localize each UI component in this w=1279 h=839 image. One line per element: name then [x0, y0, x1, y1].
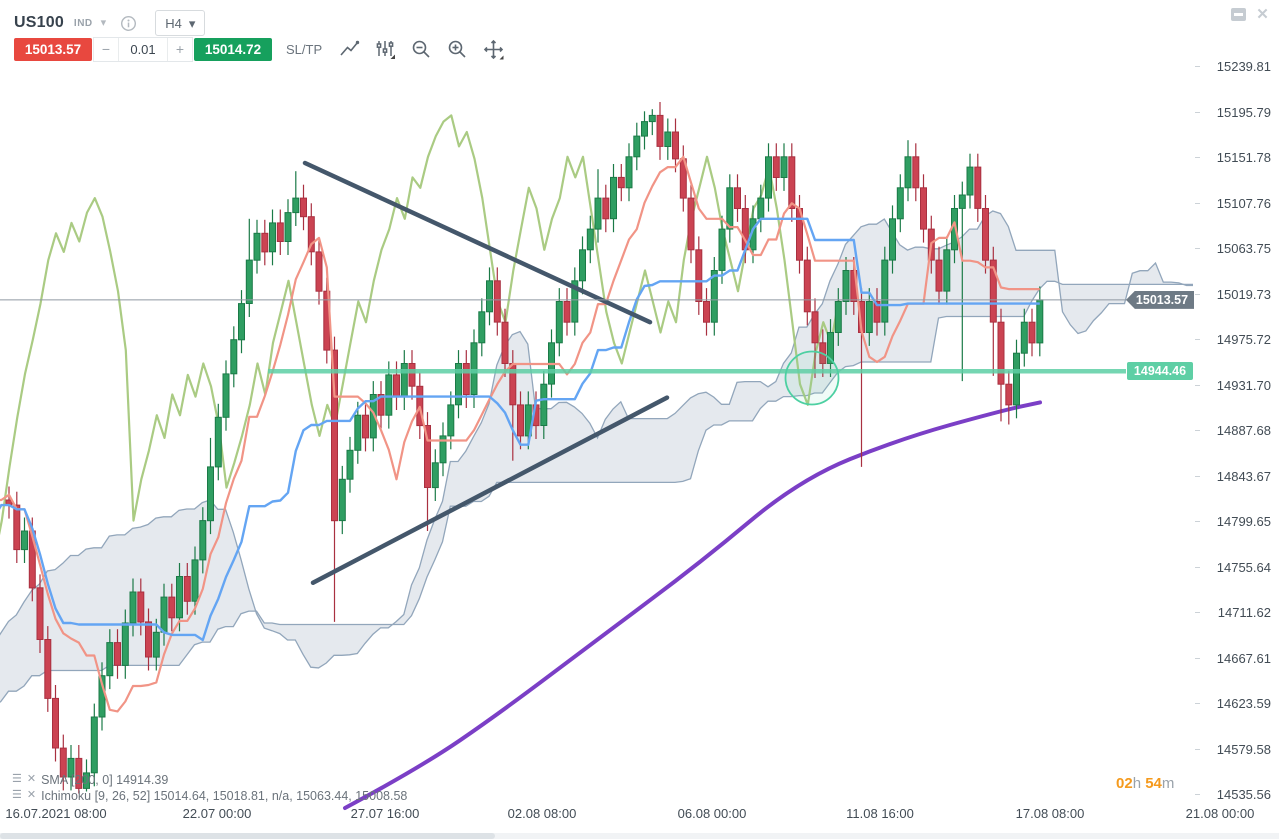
price-axis-tick [1195, 430, 1200, 431]
time-axis-label[interactable]: 11.08 16:00 [846, 806, 914, 821]
legend-row: ☰ ✕ Ichimoku [9, 26, 52] 15014.64, 15018.8… [12, 788, 407, 803]
horizontal-scrollbar-track [0, 833, 1279, 839]
minimize-icon[interactable] [1230, 7, 1247, 22]
senkou-a-line [0, 210, 1193, 669]
timeframe-selector[interactable]: H4 ▾ [155, 10, 206, 36]
price-axis-tick [1195, 111, 1200, 113]
price-axis-label[interactable]: 14755.64 [1216, 559, 1271, 575]
price-axis-tick [1195, 566, 1200, 568]
chikou-line [0, 114, 840, 536]
highlight-circle [784, 350, 840, 406]
sell-button[interactable]: 15013.57 [14, 38, 92, 61]
price-axis-label[interactable]: 14711.62 [1217, 605, 1271, 620]
price-axis-label[interactable]: 14623.59 [1216, 696, 1271, 711]
symbol-name: US100 [14, 14, 64, 31]
trend-line-1 [302, 160, 653, 325]
price-axis-tick [1195, 339, 1200, 340]
price-axis-tick [1195, 384, 1200, 386]
ichimoku-cloud [0, 211, 1193, 703]
price-axis-label[interactable]: 14931.70 [1216, 377, 1271, 393]
timeframe-value: H4 [165, 15, 182, 31]
candle-countdown-timer: 02h 54m [1116, 775, 1174, 792]
price-axis-label[interactable]: 15063.75 [1216, 241, 1271, 256]
price-axis-tick [1195, 612, 1200, 613]
price-axis-tick [1195, 794, 1200, 795]
time-axis-label[interactable]: 21.08 00:00 [1185, 806, 1255, 821]
trade-bar: 15013.57 − 0.01 + 15014.72 SL/TP [14, 37, 504, 62]
instrument-type-label: IND [73, 17, 93, 29]
symbol-chevron-down-icon[interactable]: ▾ [100, 16, 107, 29]
price-axis-label[interactable]: 15107.76 [1216, 195, 1271, 211]
price-axis-label[interactable]: 15239.81 [1216, 59, 1271, 74]
price-axis-tick [1195, 248, 1200, 249]
indicator-remove-icon[interactable]: ✕ [26, 789, 37, 801]
time-axis-label[interactable]: 17.08 08:00 [1015, 806, 1085, 821]
timer-minutes: 54 [1145, 775, 1162, 792]
price-axis-label[interactable]: 14579.58 [1216, 741, 1271, 757]
chart-header: US100 IND ▾ H4 ▾ [14, 10, 206, 36]
time-axis-label[interactable]: 27.07 16:00 [350, 806, 420, 821]
trend-line-2 [310, 395, 670, 585]
close-icon[interactable]: ✕ [1256, 6, 1269, 23]
volume-stepper: − 0.01 + [93, 37, 193, 62]
indicator-settings-icon[interactable]: ☰ [12, 773, 22, 785]
price-axis-label[interactable]: 14667.61 [1216, 650, 1271, 666]
trend-line-icon[interactable] [338, 39, 360, 61]
chart-toolbar [338, 39, 504, 61]
price-axis-label[interactable]: 15195.79 [1216, 104, 1271, 120]
indicator-settings-icon[interactable]: ☰ [12, 789, 22, 801]
candles-layer [5, 102, 1044, 794]
time-axis-label[interactable]: 22.07 00:00 [182, 806, 252, 821]
volume-decrease-button[interactable]: − [93, 38, 119, 61]
alert-price-tag[interactable]: 14944.46 [1127, 362, 1193, 381]
price-axis-label[interactable]: 15151.78 [1216, 150, 1271, 165]
price-axis-tick [1195, 703, 1200, 704]
tenkan-line [0, 155, 1040, 713]
indicators-icon[interactable] [374, 39, 396, 61]
timeframe-chevron-down-icon: ▾ [188, 15, 196, 31]
price-axis-tick [1195, 157, 1200, 158]
timer-hours-unit: h [1132, 775, 1142, 792]
sltp-button[interactable]: SL/TP [286, 42, 323, 57]
indicator-legend-text: SMA [200, 0] 14914.39 [41, 772, 169, 787]
price-axis-label[interactable]: 15019.73 [1216, 286, 1271, 302]
legend-row: ☰ ✕ SMA [200, 0] 14914.39 [12, 772, 407, 787]
time-axis-label[interactable]: 16.07.2021 08:00 [5, 806, 107, 821]
window-controls: ✕ [1230, 7, 1271, 22]
sma200-line [343, 400, 1042, 810]
indicator-legend-text: Ichimoku [9, 26, 52] 15014.64, 15018.81,… [41, 788, 408, 803]
price-axis-tick [1195, 521, 1200, 522]
price-axis-label[interactable]: 14975.72 [1216, 332, 1271, 347]
price-axis-tick [1195, 657, 1200, 659]
zoom-out-icon[interactable] [410, 39, 432, 61]
timer-minutes-unit: m [1161, 775, 1175, 792]
price-axis-tick [1195, 202, 1200, 204]
price-axis-tick [1195, 475, 1200, 477]
indicator-remove-icon[interactable]: ✕ [26, 773, 37, 785]
time-axis-label[interactable]: 02.08 08:00 [507, 806, 577, 821]
volume-value[interactable]: 0.01 [130, 42, 156, 57]
price-axis-label[interactable]: 14535.56 [1216, 787, 1271, 802]
price-axis-label[interactable]: 14799.65 [1216, 514, 1271, 529]
price-axis-tick [1195, 66, 1200, 67]
buy-button[interactable]: 15014.72 [194, 38, 272, 61]
price-axis-label[interactable]: 14843.67 [1216, 468, 1271, 484]
horizontal-scrollbar-thumb[interactable] [0, 833, 495, 839]
indicator-legend: ☰ ✕ SMA [200, 0] 14914.39 ☰ ✕ Ichimoku [9, 26… [12, 772, 407, 804]
price-axis-tick [1195, 293, 1200, 295]
time-axis-label[interactable]: 06.08 00:00 [677, 806, 747, 821]
price-axis-label[interactable]: 14887.68 [1216, 423, 1271, 438]
pan-crosshair-icon[interactable] [482, 39, 504, 61]
zoom-in-icon[interactable] [446, 39, 468, 61]
info-icon[interactable] [120, 15, 137, 32]
price-axis-tick [1195, 748, 1200, 750]
timer-hours: 02 [1116, 775, 1133, 792]
volume-increase-button[interactable]: + [167, 38, 193, 61]
current-price-tag: 15013.57 [1126, 290, 1194, 309]
kijun-line [0, 217, 1040, 642]
